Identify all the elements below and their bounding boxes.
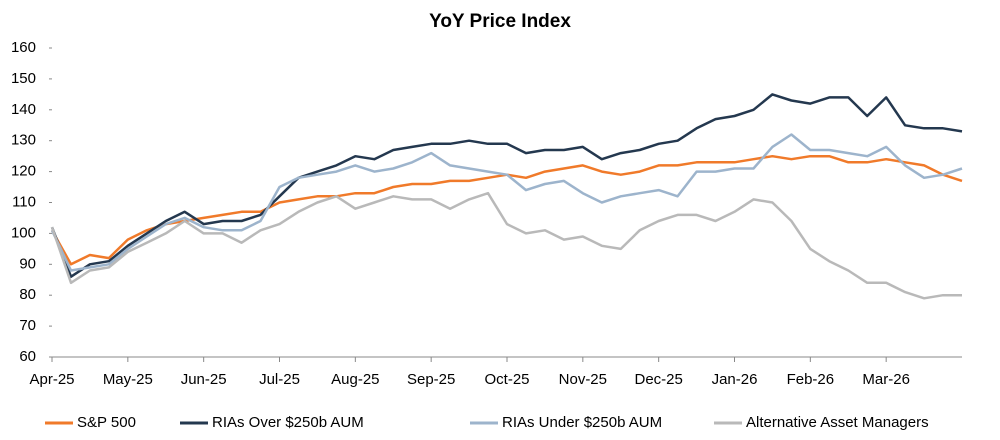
x-tick-label: Jun-25 [181,371,227,388]
chart-title: YoY Price Index [429,11,571,32]
y-tick-label: 140 [11,101,36,118]
x-tick-label: May-25 [103,371,153,388]
y-tick-label: 100 [11,224,36,241]
x-tick-label: Jan-26 [712,371,758,388]
y-tick-label: 80 [19,286,36,303]
series-line [50,191,962,300]
x-tick-label: Apr-25 [29,371,74,388]
y-tick-label: 70 [19,317,36,334]
y-tick-label: 120 [11,163,36,180]
x-tick-label: Jul-25 [259,371,300,388]
x-tick-label: Oct-25 [484,371,529,388]
y-tick-label: 130 [11,132,36,149]
x-tick-label: Sep-25 [407,371,455,388]
legend-label: S&P 500 [77,414,136,431]
x-tick-label: Aug-25 [331,371,379,388]
legend-label: RIAs Under $250b AUM [502,414,662,431]
series-line [50,154,963,266]
x-tick-label: Nov-25 [559,371,607,388]
y-tick-label: 60 [19,348,36,365]
y-tick-label: 90 [19,255,36,272]
series-line [50,133,963,272]
y-tick-label: 110 [12,193,36,210]
x-tick-label: Mar-26 [862,371,910,388]
legend-label: Alternative Asset Managers [746,414,929,431]
legend-label: RIAs Over $250b AUM [212,414,364,431]
x-tick-label: Feb-26 [787,371,835,388]
x-tick-label: Dec-25 [634,371,682,388]
y-tick-label: 150 [11,70,36,87]
y-tick-label: 160 [11,39,36,56]
series-line [50,93,963,278]
